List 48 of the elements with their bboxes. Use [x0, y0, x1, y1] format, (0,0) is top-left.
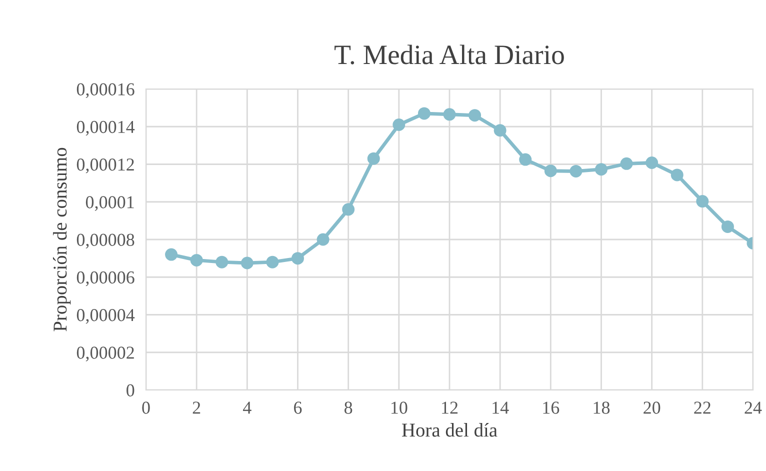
x-tick-label: 10 — [391, 402, 408, 414]
point — [620, 157, 633, 170]
point — [292, 252, 304, 265]
x-tick-label: 18 — [594, 402, 610, 414]
x-tick-label: 2 — [192, 402, 200, 414]
point — [342, 203, 355, 216]
point — [670, 168, 684, 182]
x-axis-title: Hora del día — [402, 423, 498, 437]
y-tick-label: 0,00006 — [76, 271, 134, 286]
point — [721, 220, 734, 233]
point — [165, 248, 178, 261]
point — [519, 153, 532, 166]
y-tick-label: 0,00016 — [76, 83, 134, 98]
y-axis-title: Proporción de consumo — [52, 148, 71, 332]
point — [696, 195, 709, 208]
point — [216, 256, 228, 268]
x-tick-label: 4 — [243, 402, 252, 414]
x-tick-label: 20 — [644, 402, 660, 414]
point — [240, 256, 254, 270]
y-tick-label: 0,00004 — [76, 309, 135, 324]
x-tick-label: 0 — [142, 402, 150, 414]
y-tick-label: 0,00008 — [76, 234, 134, 249]
x-tick-label: 16 — [543, 402, 560, 414]
y-tick-label: 0,0001 — [86, 196, 134, 211]
y-tick-label: 0,00012 — [76, 158, 134, 174]
y-tick-label: 0,00014 — [76, 120, 135, 136]
y-tick-label: 0,00002 — [76, 346, 134, 362]
point — [646, 156, 658, 169]
x-tick-label: 22 — [694, 402, 710, 414]
point — [316, 233, 330, 246]
point — [418, 107, 430, 120]
point — [190, 254, 203, 266]
x-tick-label: 8 — [344, 402, 352, 414]
point — [544, 164, 557, 178]
point — [392, 118, 406, 131]
point — [443, 108, 456, 121]
point — [266, 256, 279, 268]
x-tick-label: 24 — [744, 402, 762, 414]
y-tick-label: 0 — [126, 384, 134, 396]
chart-title: T. Media Alta Diario — [334, 44, 564, 64]
point — [367, 152, 380, 165]
x-tick-label: 12 — [442, 402, 458, 414]
x-tick-label: 14 — [492, 402, 509, 414]
point — [570, 164, 582, 178]
point — [494, 124, 506, 137]
point — [595, 163, 608, 176]
x-tick-label: 6 — [294, 402, 302, 414]
point — [468, 109, 482, 122]
